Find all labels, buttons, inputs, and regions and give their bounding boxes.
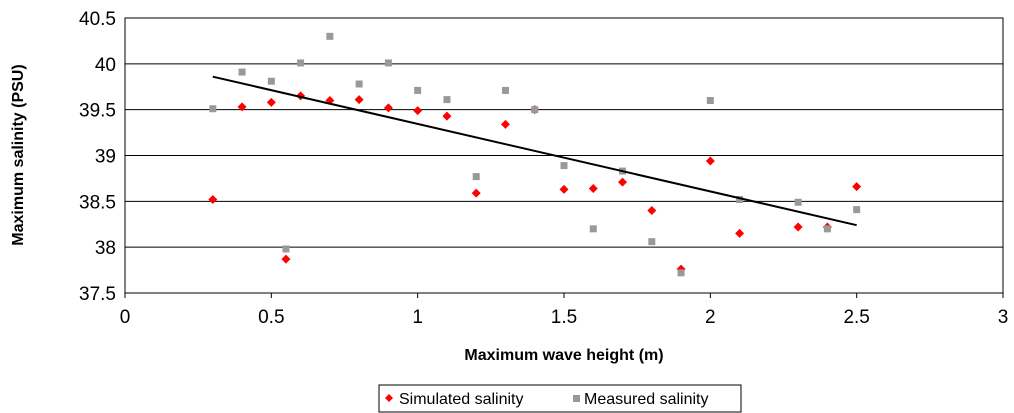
point-simulated (705, 156, 715, 166)
legend-marker-measured (573, 395, 580, 402)
point-simulated (618, 177, 628, 187)
legend-marker-simulated (385, 394, 393, 402)
legend-label-simulated: Simulated salinity (399, 391, 524, 408)
legend-label-measured: Measured salinity (584, 391, 709, 408)
point-measured (531, 106, 539, 114)
point-measured (794, 198, 802, 206)
point-measured (823, 225, 831, 233)
y-tick-label: 38.5 (79, 192, 116, 213)
point-simulated (852, 182, 862, 192)
point-measured (560, 162, 568, 170)
point-simulated (793, 222, 803, 232)
point-simulated (266, 97, 276, 107)
point-simulated (281, 254, 291, 264)
x-axis-tick-labels: 0 0.5 1 1.5 2 2.5 3 (120, 293, 1009, 328)
x-axis-title: Maximum wave height (m) (464, 347, 663, 364)
y-tick-label: 37.5 (79, 284, 116, 305)
point-simulated (735, 228, 745, 238)
point-simulated (237, 102, 247, 112)
point-simulated (383, 103, 393, 113)
point-simulated (354, 95, 364, 105)
point-simulated (588, 184, 598, 193)
x-tick-label: 2 (705, 307, 716, 328)
x-tick-label: 0.5 (258, 307, 284, 328)
point-measured (736, 196, 744, 203)
point-measured (648, 238, 656, 246)
point-measured (501, 86, 509, 94)
trendline (212, 75, 857, 227)
y-tick-label: 40.5 (79, 9, 116, 30)
legend-box (378, 384, 742, 413)
data-points (208, 32, 862, 277)
series-measured (209, 32, 861, 277)
x-tick-label: 0 (120, 307, 131, 328)
point-measured (326, 32, 334, 40)
point-simulated (559, 184, 569, 194)
gridlines (125, 63, 1003, 248)
point-simulated (442, 111, 452, 121)
point-measured (706, 97, 714, 104)
point-measured (472, 173, 480, 181)
point-simulated (647, 206, 657, 215)
x-tick-label: 1 (412, 307, 423, 328)
point-measured (414, 86, 422, 94)
x-tick-label: 1.5 (551, 307, 577, 328)
y-axis-tick-labels: 37.5 38 38.5 39 39.5 40 40.5 (79, 9, 116, 305)
point-measured (677, 269, 685, 277)
point-measured (238, 68, 246, 76)
x-tick-label: 2.5 (843, 307, 869, 328)
point-measured (267, 77, 275, 85)
point-measured (589, 225, 597, 233)
point-measured (853, 206, 861, 214)
y-tick-label: 38 (95, 238, 116, 259)
point-measured (282, 245, 290, 253)
point-simulated (413, 106, 423, 116)
point-simulated (471, 188, 481, 198)
series-simulated (208, 91, 862, 274)
y-axis-title: Maximum salinity (PSU) (10, 64, 27, 245)
point-measured (443, 96, 451, 104)
point-simulated (500, 119, 510, 129)
y-tick-label: 40 (95, 55, 116, 76)
x-tick-label: 3 (998, 307, 1009, 328)
point-simulated (208, 195, 218, 204)
y-tick-label: 39 (95, 147, 116, 168)
y-tick-label: 39.5 (79, 101, 116, 122)
point-measured (384, 59, 392, 67)
point-measured (355, 80, 363, 88)
point-measured (209, 105, 217, 113)
point-measured (297, 59, 305, 67)
legend: Simulated salinity Measured salinity (378, 384, 742, 413)
